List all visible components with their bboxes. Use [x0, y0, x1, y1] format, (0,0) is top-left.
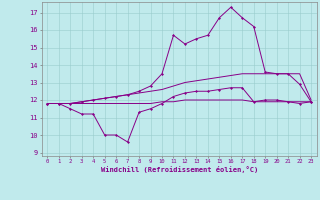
X-axis label: Windchill (Refroidissement éolien,°C): Windchill (Refroidissement éolien,°C)	[100, 166, 258, 173]
